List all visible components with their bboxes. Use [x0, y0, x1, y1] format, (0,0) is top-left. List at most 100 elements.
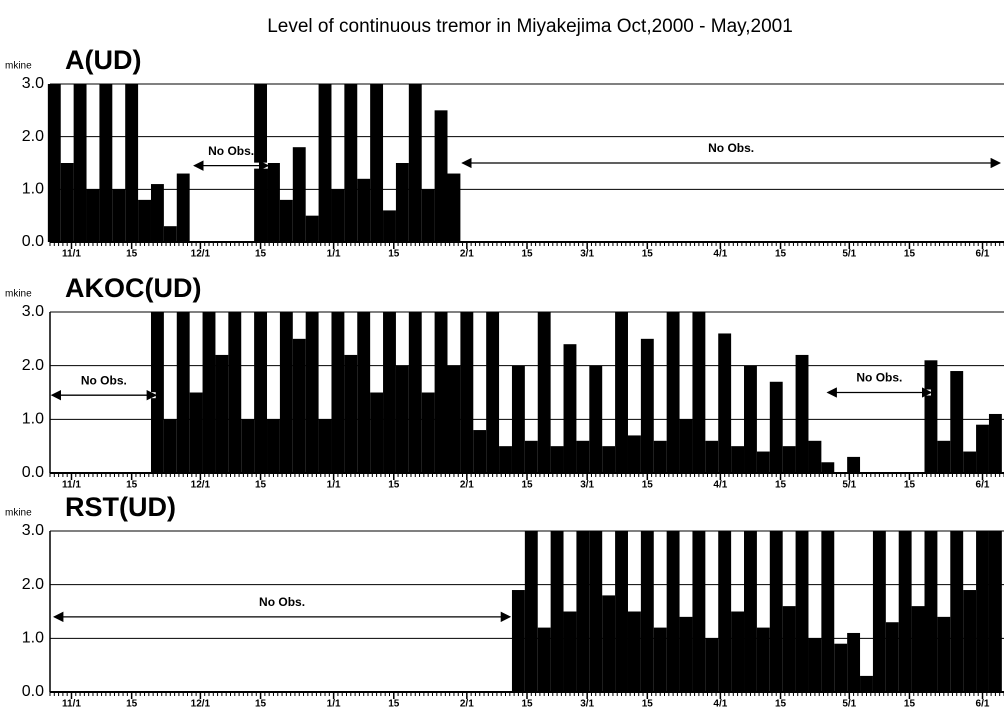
bar	[486, 312, 500, 473]
bar	[357, 312, 371, 473]
bar	[885, 622, 899, 692]
bar	[550, 446, 564, 473]
x-tick-label: 4/1	[713, 249, 727, 260]
x-tick-label: 15	[388, 249, 400, 260]
y-tick-label: 0.0	[22, 464, 44, 481]
bar	[705, 440, 719, 473]
bar	[408, 84, 422, 242]
bar	[679, 616, 693, 692]
bar	[602, 595, 616, 692]
x-tick-label: 15	[642, 249, 654, 260]
panel-title: A(UD)	[65, 45, 141, 75]
bar	[653, 627, 667, 692]
x-tick-label: 1/1	[327, 249, 341, 260]
bar	[937, 616, 951, 692]
bar	[924, 360, 938, 473]
x-tick-label: 15	[904, 480, 916, 491]
bar	[795, 354, 809, 473]
bar	[318, 419, 332, 473]
bar	[215, 354, 229, 473]
x-tick-label: 15	[775, 699, 787, 708]
x-tick-label: 5/1	[842, 699, 856, 708]
y-tick-label: 0.0	[22, 233, 44, 250]
bar	[589, 531, 603, 692]
bar	[434, 312, 448, 473]
bar	[47, 84, 61, 242]
y-tick-label: 0.0	[22, 683, 44, 700]
y-tick-label: 2.0	[22, 576, 44, 593]
x-tick-label: 15	[255, 480, 267, 491]
bar	[563, 344, 577, 473]
x-tick-label: 15	[904, 699, 916, 708]
bar	[576, 440, 590, 473]
x-tick-label: 15	[126, 249, 138, 260]
y-tick-label: 1.0	[22, 411, 44, 428]
bar	[976, 424, 989, 473]
bar	[344, 84, 358, 242]
annotation: No Obs.	[708, 141, 754, 155]
bar	[331, 312, 345, 473]
x-tick-label: 15	[521, 249, 533, 260]
x-tick-label: 5/1	[842, 480, 856, 491]
bar	[163, 419, 177, 473]
bar	[395, 365, 409, 473]
y-axis-label: mkine	[5, 61, 32, 72]
bar	[705, 638, 719, 692]
annotation: No Obs.	[208, 144, 254, 158]
y-tick-label: 1.0	[22, 630, 44, 647]
bar	[550, 531, 564, 692]
bar	[756, 627, 770, 692]
bar	[769, 531, 783, 692]
y-tick-label: 2.0	[22, 357, 44, 374]
bar	[602, 446, 616, 473]
bar	[408, 312, 422, 473]
bar	[782, 446, 796, 473]
bar	[292, 338, 306, 473]
x-tick-label: 3/1	[580, 699, 594, 708]
bar	[872, 531, 886, 692]
x-tick-label: 15	[126, 480, 138, 491]
bar	[537, 627, 551, 692]
bar	[615, 531, 628, 692]
bar	[73, 84, 87, 242]
bar	[692, 312, 706, 473]
bar	[847, 632, 861, 692]
bar	[963, 451, 977, 473]
bar	[305, 215, 319, 242]
chart-title: Level of continuous tremor in Miyakejima…	[267, 16, 793, 37]
bar	[808, 638, 822, 692]
bar	[395, 163, 409, 242]
x-tick-label: 12/1	[191, 480, 211, 491]
bar	[782, 606, 796, 692]
x-tick-label: 6/1	[976, 249, 990, 260]
bar	[808, 440, 822, 473]
bar	[988, 531, 1002, 692]
x-tick-label: 4/1	[713, 699, 727, 708]
bar	[511, 590, 525, 692]
bar	[344, 354, 358, 473]
bar	[640, 531, 654, 692]
bar	[421, 392, 435, 473]
bar	[447, 365, 461, 473]
bar	[718, 531, 732, 692]
bar	[976, 531, 989, 692]
annotation: No Obs.	[259, 595, 305, 609]
bar	[357, 178, 371, 242]
bar	[150, 312, 164, 473]
x-tick-label: 15	[126, 699, 138, 708]
x-tick-label: 15	[642, 480, 654, 491]
bar	[125, 84, 139, 242]
bar	[950, 371, 964, 473]
x-tick-label: 4/1	[713, 480, 727, 491]
bar	[911, 606, 925, 692]
bar	[421, 189, 435, 242]
bar	[898, 531, 912, 692]
bar	[176, 312, 190, 473]
x-tick-label: 15	[255, 699, 267, 708]
bar	[666, 312, 680, 473]
bar	[524, 440, 538, 473]
bar	[731, 446, 745, 473]
bar	[511, 365, 525, 473]
annotation: No Obs.	[856, 371, 902, 385]
x-tick-label: 11/1	[62, 480, 81, 491]
